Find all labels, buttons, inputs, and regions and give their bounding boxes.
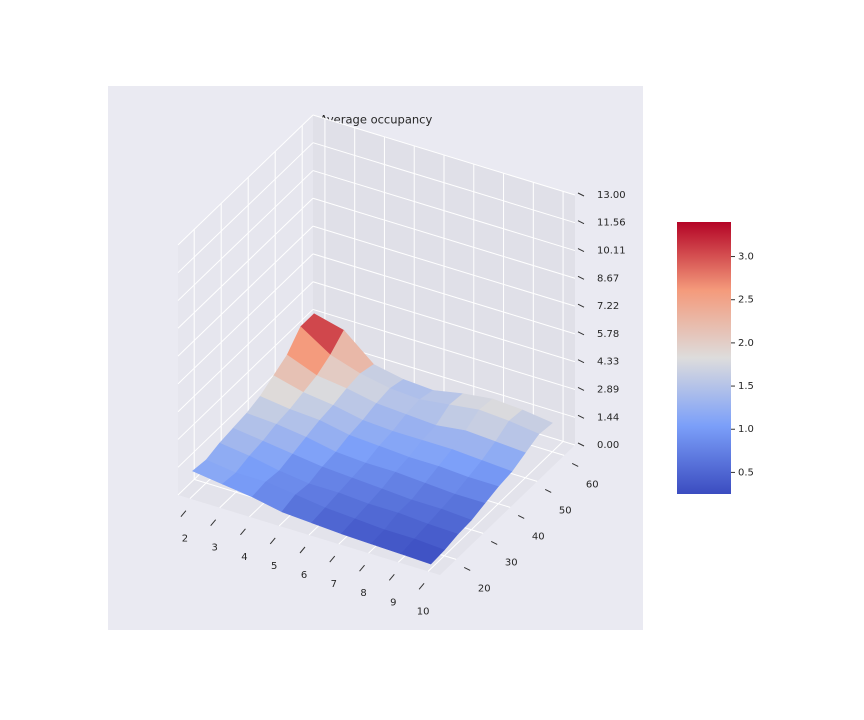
colorbar-tick-label: 0.5 bbox=[738, 467, 754, 478]
colorbar bbox=[677, 222, 731, 494]
x-tick bbox=[269, 537, 276, 545]
x-tick-label: 2 bbox=[182, 534, 188, 545]
z-tick-label: 11.56 bbox=[597, 218, 626, 229]
grid-line bbox=[312, 170, 576, 252]
grid-line bbox=[177, 142, 314, 274]
grid-line bbox=[177, 309, 314, 440]
z-tick-label: 13.00 bbox=[597, 190, 626, 201]
y-tick-label: 20 bbox=[478, 583, 491, 594]
z-tick bbox=[577, 331, 585, 336]
z-tick bbox=[577, 220, 585, 225]
x-tick-label: 4 bbox=[241, 552, 247, 563]
colorbar-tick-label: 1.0 bbox=[738, 424, 754, 435]
z-tick-label: 0.00 bbox=[597, 440, 619, 451]
z-tick bbox=[577, 275, 585, 280]
grid-line bbox=[312, 281, 576, 363]
grid-line bbox=[177, 253, 314, 385]
y-tick bbox=[490, 540, 498, 545]
x-tick-label: 6 bbox=[301, 570, 307, 581]
y-tick-label: 60 bbox=[586, 479, 599, 490]
z-tick bbox=[577, 386, 585, 391]
x-tick bbox=[299, 546, 306, 554]
y-tick-label: 40 bbox=[532, 531, 545, 542]
z-tick bbox=[577, 303, 585, 308]
z-tick bbox=[577, 442, 585, 447]
z-tick-label: 1.44 bbox=[597, 412, 619, 423]
y-tick bbox=[463, 566, 471, 571]
colorbar-tick-label: 3.0 bbox=[738, 252, 754, 263]
grid-line bbox=[312, 197, 576, 279]
z-tick-label: 5.78 bbox=[597, 329, 619, 340]
x-tick-label: 3 bbox=[211, 543, 217, 554]
colorbar-tick-label: 2.0 bbox=[738, 338, 754, 349]
z-tick bbox=[577, 359, 585, 364]
grid-line bbox=[177, 281, 314, 413]
z-tick bbox=[577, 414, 585, 419]
grid-line bbox=[177, 170, 314, 301]
x-tick-label: 7 bbox=[331, 579, 337, 590]
y-tick bbox=[517, 514, 525, 519]
chart-title: Average occupancy bbox=[320, 113, 433, 127]
x-tick bbox=[418, 583, 425, 590]
y-tick-label: 30 bbox=[505, 557, 518, 568]
y-tick bbox=[544, 488, 552, 493]
colorbar-tick-label: 1.5 bbox=[738, 381, 754, 392]
grid-line bbox=[177, 114, 314, 246]
x-tick bbox=[180, 510, 187, 517]
x-tick-label: 9 bbox=[390, 597, 396, 608]
x-tick-label: 5 bbox=[271, 561, 277, 572]
x-tick bbox=[210, 519, 217, 527]
grid-line bbox=[312, 142, 576, 224]
x-tick bbox=[240, 528, 246, 536]
x-tick bbox=[388, 573, 395, 581]
surface-patch bbox=[400, 538, 445, 565]
z-tick-label: 4.33 bbox=[597, 357, 619, 368]
z-tick bbox=[577, 248, 585, 253]
z-tick bbox=[577, 192, 585, 197]
x-tick bbox=[329, 555, 336, 563]
colorbar-tick-label: 2.5 bbox=[738, 295, 754, 306]
z-tick-label: 10.11 bbox=[597, 246, 626, 257]
grid-line bbox=[312, 253, 576, 335]
grid-line bbox=[427, 441, 564, 572]
y-tick bbox=[571, 462, 579, 467]
z-tick-label: 2.89 bbox=[597, 384, 619, 395]
grid-line bbox=[177, 197, 314, 329]
grid-line bbox=[312, 114, 576, 196]
x-tick-label: 8 bbox=[360, 588, 366, 599]
z-tick-label: 7.22 bbox=[597, 301, 619, 312]
x-tick-label: 10 bbox=[417, 606, 430, 617]
grid-line bbox=[312, 225, 576, 307]
left-pane bbox=[178, 115, 313, 495]
z-tick-label: 8.67 bbox=[597, 273, 619, 284]
x-tick bbox=[359, 564, 365, 572]
grid-line bbox=[312, 308, 576, 390]
y-tick-label: 50 bbox=[559, 505, 572, 516]
grid-line bbox=[177, 225, 314, 357]
